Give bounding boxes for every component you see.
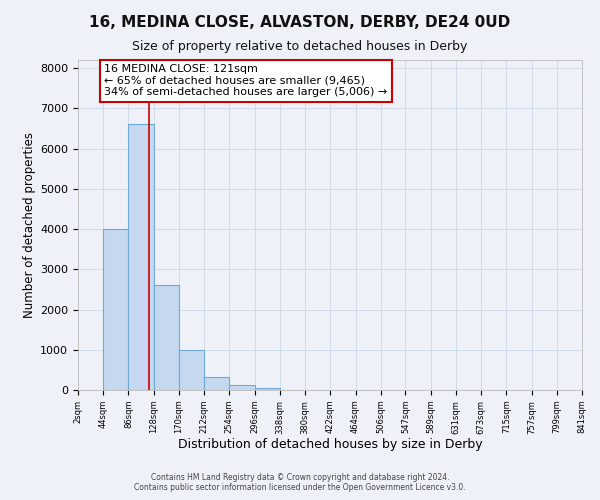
Text: Contains HM Land Registry data © Crown copyright and database right 2024.
Contai: Contains HM Land Registry data © Crown c…: [134, 473, 466, 492]
Bar: [128, 124, 154, 390]
X-axis label: Distribution of detached houses by size in Derby: Distribution of detached houses by size …: [178, 438, 482, 451]
Text: 16 MEDINA CLOSE: 121sqm
← 65% of detached houses are smaller (9,465)
34% of semi: 16 MEDINA CLOSE: 121sqm ← 65% of detache…: [104, 64, 388, 97]
Text: Size of property relative to detached houses in Derby: Size of property relative to detached ho…: [133, 40, 467, 53]
Text: 16, MEDINA CLOSE, ALVASTON, DERBY, DE24 0UD: 16, MEDINA CLOSE, ALVASTON, DERBY, DE24 …: [89, 15, 511, 30]
Bar: [229, 385, 254, 390]
Bar: [254, 388, 280, 390]
Bar: [154, 286, 179, 390]
Bar: [204, 377, 229, 390]
Bar: [179, 350, 204, 390]
Y-axis label: Number of detached properties: Number of detached properties: [23, 132, 36, 318]
Bar: [103, 229, 128, 390]
